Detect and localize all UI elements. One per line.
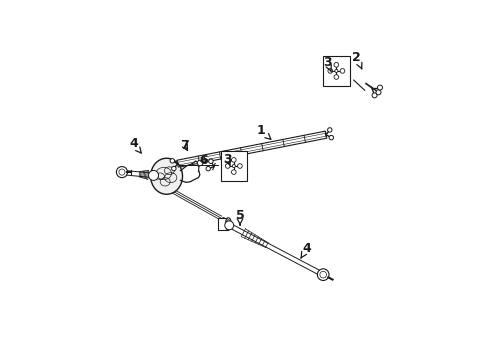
Circle shape bbox=[197, 160, 203, 166]
Ellipse shape bbox=[225, 218, 231, 230]
Bar bbox=[219, 218, 228, 230]
Ellipse shape bbox=[220, 218, 226, 230]
Circle shape bbox=[376, 90, 381, 95]
Text: 1: 1 bbox=[256, 124, 271, 139]
Circle shape bbox=[209, 159, 213, 163]
Circle shape bbox=[170, 159, 174, 163]
Polygon shape bbox=[118, 170, 154, 177]
Circle shape bbox=[117, 167, 127, 177]
Text: 4: 4 bbox=[129, 137, 141, 153]
Ellipse shape bbox=[150, 158, 182, 194]
Text: 6: 6 bbox=[199, 154, 208, 167]
Circle shape bbox=[225, 164, 230, 168]
Bar bbox=[220, 151, 247, 181]
Text: 7: 7 bbox=[180, 139, 189, 152]
Circle shape bbox=[231, 158, 236, 162]
Circle shape bbox=[335, 69, 338, 72]
Polygon shape bbox=[228, 223, 324, 276]
Circle shape bbox=[328, 128, 332, 132]
Text: 2: 2 bbox=[352, 50, 362, 69]
Circle shape bbox=[334, 75, 339, 79]
Circle shape bbox=[206, 166, 211, 171]
Circle shape bbox=[318, 269, 329, 280]
Polygon shape bbox=[177, 131, 327, 167]
Circle shape bbox=[377, 85, 383, 90]
Circle shape bbox=[328, 69, 333, 73]
Circle shape bbox=[148, 170, 159, 180]
Circle shape bbox=[232, 165, 235, 167]
Circle shape bbox=[225, 221, 234, 230]
Text: 4: 4 bbox=[301, 242, 311, 258]
Circle shape bbox=[372, 93, 377, 98]
Circle shape bbox=[238, 164, 242, 168]
Circle shape bbox=[231, 170, 236, 174]
Circle shape bbox=[340, 69, 345, 73]
Text: 3: 3 bbox=[223, 153, 232, 166]
Circle shape bbox=[334, 63, 339, 67]
Circle shape bbox=[172, 166, 176, 171]
Bar bbox=[323, 56, 349, 86]
Text: 3: 3 bbox=[323, 56, 332, 72]
Text: 5: 5 bbox=[236, 209, 245, 225]
Circle shape bbox=[329, 135, 334, 140]
